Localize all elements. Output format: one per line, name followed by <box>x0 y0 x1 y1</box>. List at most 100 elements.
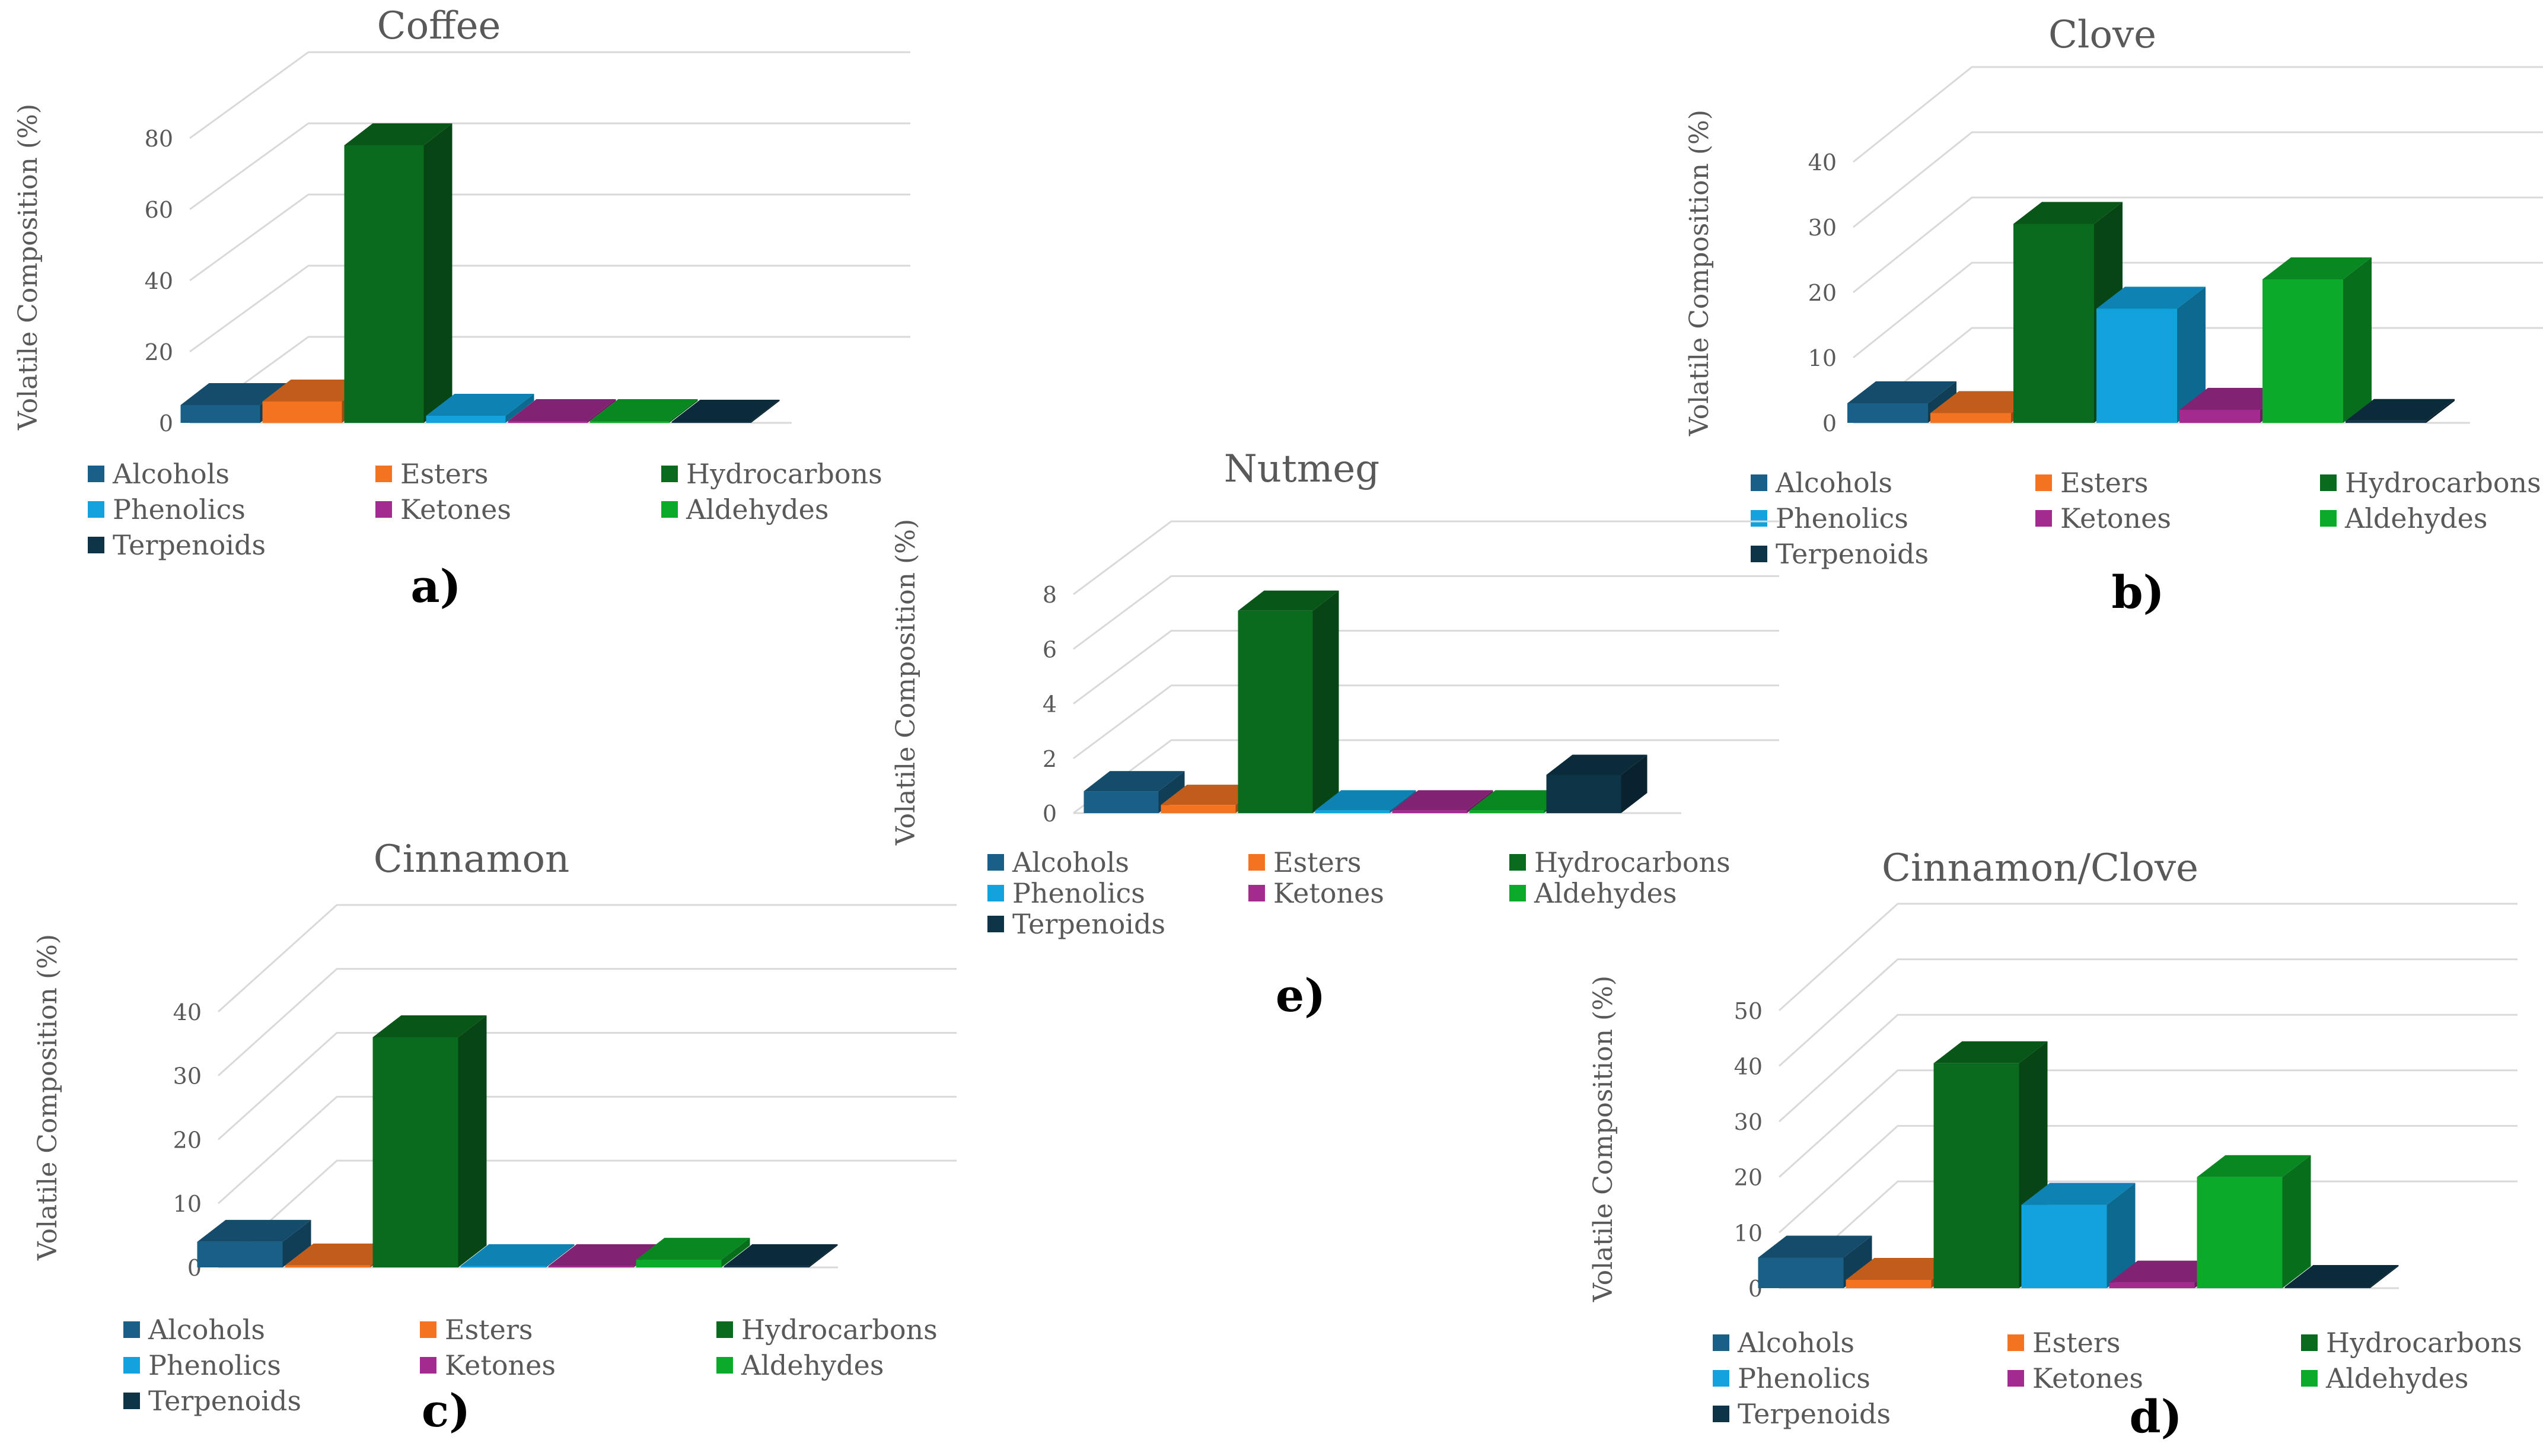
y-tick-label: 10 <box>1808 345 1837 371</box>
bar-side-face <box>669 399 698 423</box>
gridline <box>1853 131 2543 228</box>
bar-top-face <box>262 380 371 402</box>
legend-item-alcohols: Alcohols <box>1751 467 1892 499</box>
bar-front-face <box>1469 810 1544 813</box>
y-tick-label: 80 <box>145 126 173 152</box>
bar-front-face <box>1930 413 2011 423</box>
legend-item-phenolics: Phenolics <box>1751 502 1908 534</box>
bar-front-face <box>426 416 506 423</box>
legend-swatch <box>987 854 1004 871</box>
bar-side-face <box>2282 1155 2311 1288</box>
panel-label: c) <box>422 1384 470 1437</box>
legend-label: Terpenoids <box>113 529 266 561</box>
legend-label: Alcohols <box>112 458 230 490</box>
bar-side-face <box>423 123 452 423</box>
bar-top-face <box>1469 790 1570 811</box>
legend-item-alcohols: Alcohols <box>123 1314 265 1346</box>
bar-side-face <box>1621 754 1647 813</box>
bar-top-face <box>197 1219 311 1242</box>
legend: Alcohols Esters Hydrocarbons Phenolics Keton… <box>1751 467 2541 570</box>
bar-terpenoids <box>724 1244 838 1267</box>
bar-top-face <box>1546 754 1647 775</box>
legend-swatch <box>123 1393 140 1409</box>
bar-front-face <box>2346 420 2426 423</box>
gridline <box>1073 575 1779 650</box>
legend-label: Phenolics <box>1738 1362 1870 1394</box>
bar-front-face <box>1933 1063 2019 1288</box>
bar-top-face <box>2284 1265 2399 1287</box>
legend-swatch <box>375 501 392 518</box>
legend-swatch <box>420 1357 436 1374</box>
bar-top-face <box>724 1244 838 1266</box>
panel-label: d) <box>2129 1390 2182 1443</box>
nutmeg-panel: 0 2 4 6 8 Nutmeg Volatile Composition (%) Alcoh… <box>891 447 1779 1022</box>
bar-front-face <box>589 421 670 423</box>
panel-label: a) <box>410 560 461 613</box>
legend-label: Esters <box>2032 1327 2121 1359</box>
legend-swatch <box>1713 1370 1729 1387</box>
bar-terpenoids <box>1546 754 1647 813</box>
legend-item-terpenoids: Terpenoids <box>987 908 1165 940</box>
legend-item-aldehydes: Aldehydes <box>2320 502 2488 534</box>
y-tick-label: 20 <box>145 339 173 365</box>
legend-item-esters: Esters <box>2007 1327 2121 1359</box>
y-tick-label: 30 <box>1734 1109 1763 1135</box>
legend-item-phenolics: Phenolics <box>123 1349 281 1381</box>
cinnamon-bars <box>197 1015 838 1267</box>
gridline <box>1073 520 1779 595</box>
y-axis-label: Volatile Composition (%) <box>1588 976 1618 1302</box>
bar-top-face <box>1933 1041 2048 1063</box>
bar-top-face <box>1161 785 1262 805</box>
bar-front-face <box>2021 1205 2107 1288</box>
legend-swatch <box>1751 546 1767 562</box>
legend-swatch <box>2007 1370 2024 1387</box>
bar-front-face <box>2096 308 2177 423</box>
bar-side-face <box>2370 1265 2399 1288</box>
bar-top-face <box>372 1015 487 1037</box>
gridline <box>189 122 910 211</box>
bar-top-face <box>1846 1257 1960 1280</box>
bar-front-face <box>1238 610 1313 813</box>
gridline <box>1778 958 2517 1067</box>
y-tick-label: 20 <box>1808 280 1837 306</box>
legend-item-hydrocarbons: Hydrocarbons <box>661 458 882 490</box>
legend-label: Aldehydes <box>2344 502 2488 534</box>
legend-item-terpenoids: Terpenoids <box>123 1385 301 1417</box>
bar-front-face <box>1084 791 1159 813</box>
clove-bars <box>1847 202 2455 423</box>
legend-swatch <box>420 1321 436 1338</box>
bar-top-face <box>1084 771 1185 792</box>
legend-label: Aldehydes <box>1534 877 1677 909</box>
bar-terpenoids <box>2284 1265 2399 1288</box>
legend-item-alcohols: Alcohols <box>987 846 1129 878</box>
y-tick-label: 0 <box>1822 410 1837 437</box>
y-tick-label: 50 <box>1734 998 1763 1024</box>
legend-swatch <box>1248 885 1265 901</box>
gridline <box>1778 1014 2517 1123</box>
bar-aldehydes <box>636 1238 750 1267</box>
y-tick-label: 4 <box>1043 692 1057 718</box>
bar-top-face <box>2197 1155 2311 1177</box>
bar-side-face <box>587 399 616 423</box>
legend-label: Ketones <box>2032 1362 2143 1394</box>
legend-label: Alcohols <box>1775 467 1892 499</box>
legend-label: Ketones <box>445 1349 556 1381</box>
gridline <box>189 51 910 139</box>
y-tick-label: 10 <box>1734 1220 1763 1246</box>
legend-item-ketones: Ketones <box>1248 877 1384 909</box>
legend-swatch <box>1509 885 1526 901</box>
bar-top-face <box>1758 1235 1872 1258</box>
bar-front-face <box>262 402 342 423</box>
bar-hydrocarbons <box>372 1015 487 1267</box>
nutmeg-bars <box>1084 590 1647 813</box>
bar-top-face <box>636 1238 750 1260</box>
legend-swatch <box>2301 1370 2318 1387</box>
bar-alcohols <box>1758 1235 1872 1288</box>
bar-top-face <box>1315 790 1416 811</box>
bar-front-face <box>1392 810 1467 813</box>
legend: Alcohols Esters Hydrocarbons Phenolics Keton… <box>88 458 882 561</box>
bar-front-face <box>724 1266 810 1267</box>
legend-swatch <box>2320 474 2337 491</box>
gridline <box>1073 630 1779 705</box>
